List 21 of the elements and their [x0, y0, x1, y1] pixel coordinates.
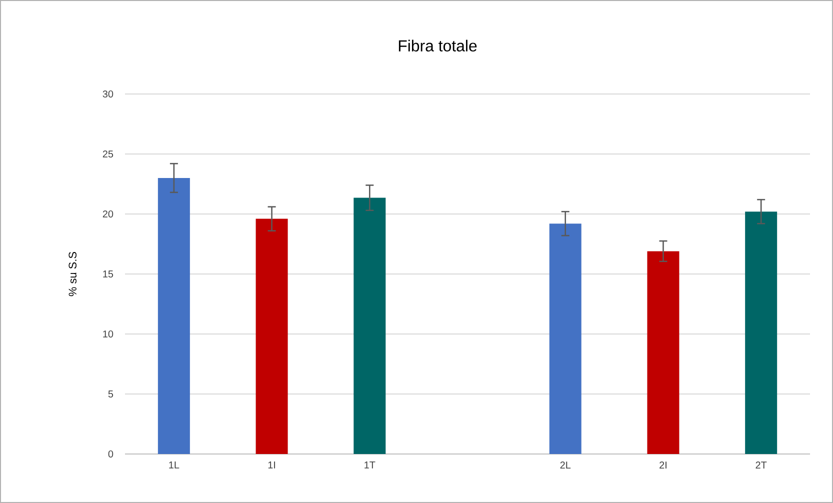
x-tick-label: 1T [364, 462, 376, 468]
bar [745, 212, 778, 454]
y-axis-title: % su S.S [68, 252, 76, 296]
y-tick-label: 30 [102, 90, 114, 98]
y-tick-label: 10 [103, 330, 114, 338]
chart-title: Fibra totale [398, 40, 477, 52]
y-tick-label: 0 [108, 450, 114, 458]
x-tick-label: 1I [268, 462, 276, 468]
bar [256, 218, 288, 454]
x-tick-label: 1L [169, 462, 180, 468]
x-tick-label: 2T [756, 462, 767, 468]
y-tick-label: 5 [108, 390, 114, 398]
bar [354, 198, 386, 454]
bar [647, 251, 680, 454]
x-tick-label: 2L [560, 462, 571, 468]
y-tick-label: 25 [102, 150, 114, 158]
bar [549, 224, 582, 454]
y-tick-label: 20 [102, 210, 114, 218]
bar [158, 178, 190, 454]
x-tick-label: 2I [660, 462, 666, 468]
y-tick-label: 15 [103, 270, 114, 278]
